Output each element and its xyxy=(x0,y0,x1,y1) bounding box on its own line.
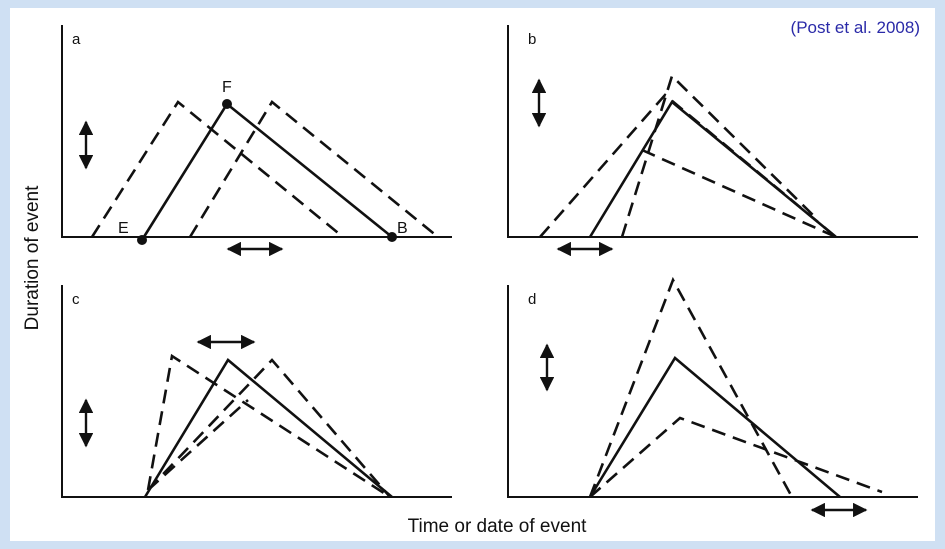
panel-c: c xyxy=(61,285,452,499)
citation-text: (Post et al. 2008) xyxy=(791,18,920,37)
panel-b-axes xyxy=(507,25,918,238)
panel-c-shallow-curve xyxy=(147,399,249,491)
panel-b: b xyxy=(507,25,918,257)
x-axis-label: Time or date of event xyxy=(408,516,588,537)
panel-d-baseline-curve xyxy=(588,356,841,498)
panel-a-late-curve xyxy=(188,100,439,239)
panel-c-late-peak-curve xyxy=(147,358,391,498)
panel-b-label: b xyxy=(528,31,536,48)
point-e-label: E xyxy=(118,220,129,237)
point-f-label: F xyxy=(222,79,232,96)
point-b-label: B xyxy=(397,220,408,237)
panel-a-early-curve xyxy=(90,100,344,239)
panel-a-axes xyxy=(61,25,452,238)
panel-c-label: c xyxy=(72,291,80,308)
panel-d-axes xyxy=(507,285,918,498)
point-f-marker xyxy=(222,99,232,109)
panel-c-axes xyxy=(61,285,452,498)
panel-b-baseline-curve xyxy=(588,100,837,239)
panel-d-tall-curve xyxy=(588,276,794,498)
point-b-marker xyxy=(387,232,397,242)
point-e-marker xyxy=(137,235,147,245)
panel-c-early-peak-curve xyxy=(146,353,391,499)
panel-a-label: a xyxy=(72,31,81,48)
panel-a: a E F B xyxy=(61,25,452,257)
panel-d-short-curve xyxy=(589,416,883,498)
figure-background xyxy=(10,8,935,541)
panel-d: d xyxy=(507,276,918,518)
panel-b-shallow-curve xyxy=(641,148,837,239)
panel-d-label: d xyxy=(528,291,536,308)
panel-a-baseline-curve xyxy=(140,102,393,241)
y-axis-label: Duration of event xyxy=(22,185,43,330)
panel-b-steep-curve xyxy=(620,73,819,238)
panel-c-baseline-curve xyxy=(143,358,393,498)
